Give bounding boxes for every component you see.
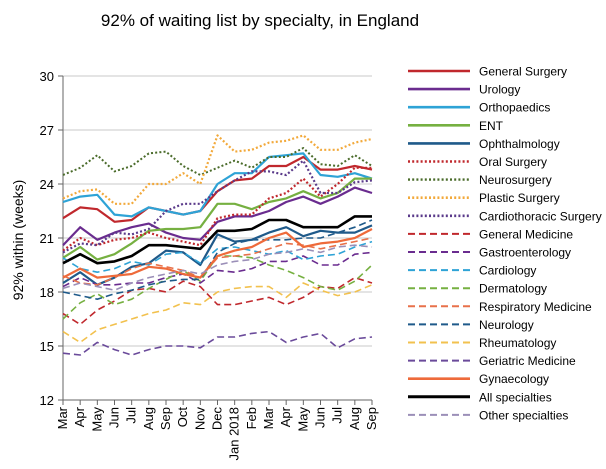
y-tick-label: 18: [40, 285, 54, 300]
x-tick-label: Jun: [313, 407, 328, 428]
legend-label: Respiratory Medicine: [479, 300, 592, 314]
x-tick-label: Mar: [261, 406, 276, 429]
series-line: [62, 244, 373, 292]
legend-label: Neurology: [479, 318, 534, 332]
x-tick-label: Jun: [107, 407, 122, 428]
legend-label: General Medicine: [479, 227, 573, 241]
y-tick-label: 30: [40, 69, 54, 84]
y-tick-label: 12: [40, 393, 54, 408]
legend-label: Dermatology: [479, 282, 547, 296]
legend-label: Oral Surgery: [479, 155, 547, 169]
legend-label: Plastic Surgery: [479, 191, 560, 205]
x-tick-label: Nov: [192, 407, 207, 431]
chart-title: 92% of waiting list by specialty, in Eng…: [101, 11, 419, 30]
series-line: [62, 152, 373, 218]
y-axis-label: 92% within (weeks): [10, 180, 26, 301]
x-tick-label: Jul: [330, 407, 345, 424]
series-lines: [62, 134, 373, 356]
series-line: [62, 177, 372, 261]
series-line: [62, 166, 372, 252]
x-tick-label: Aug: [141, 407, 156, 430]
y-tick-label: 15: [40, 339, 54, 354]
x-tick-label: Apr: [72, 406, 87, 427]
series-line: [62, 251, 373, 288]
x-tick-label: May: [295, 407, 310, 432]
legend-label: Orthopaedics: [479, 101, 550, 115]
series-line: [62, 282, 373, 344]
x-tick-label: Sep: [158, 407, 173, 430]
legend-label: Neurosurgery: [479, 173, 552, 187]
x-axis: Mar Apr May Jun Jul Aug Sep Oct Nov Dec Jan 2018 Fe…: [55, 400, 379, 461]
series-line: [62, 330, 373, 356]
y-tick-label: 27: [40, 123, 54, 138]
x-tick-label: Aug: [347, 407, 362, 430]
legend-label: Gynaecology: [479, 372, 549, 386]
legend-label: ENT: [479, 119, 504, 133]
series-line: [62, 219, 373, 301]
series-line: [62, 228, 373, 279]
legend: General Surgery Urology Orthopaedics ENT Oph…: [408, 65, 602, 422]
legend-label: All specialties: [479, 390, 552, 404]
x-tick-label: Sep: [364, 407, 379, 430]
legend-label: Ophthalmology: [479, 137, 560, 151]
y-tick-label: 24: [40, 177, 54, 192]
series-line: [62, 240, 373, 274]
legend-label: Gastroenterology: [479, 246, 571, 260]
legend-label: Cardiology: [479, 264, 536, 278]
y-axis: 12 15 18 21 24 27 30: [40, 69, 63, 408]
series-line: [62, 215, 372, 265]
plot-area: [62, 76, 372, 401]
x-tick-label: Apr: [278, 406, 293, 427]
series-line: [62, 224, 373, 286]
x-tick-label: Feb: [244, 407, 259, 429]
legend-label: Geriatric Medicine: [479, 354, 576, 368]
series-line: [62, 159, 373, 254]
x-tick-label: Oct: [175, 407, 190, 428]
x-tick-label: Mar: [55, 406, 70, 429]
x-tick-label: Dec: [210, 407, 225, 431]
legend-label: Rheumatology: [479, 336, 556, 350]
series-line: [62, 155, 373, 223]
y-tick-label: 21: [40, 231, 54, 246]
x-tick-label: Jan 2018: [227, 407, 242, 461]
x-tick-label: Jul: [124, 407, 139, 424]
legend-label: Urology: [479, 83, 520, 97]
legend-label: Other specialties: [479, 408, 568, 422]
grid: [63, 75, 372, 347]
legend-label: Cardiothoracic Surgery: [479, 209, 602, 223]
series-line: [62, 237, 373, 286]
series-line: [62, 147, 373, 176]
x-tick-label: May: [89, 407, 104, 432]
series-line: [62, 186, 373, 246]
legend-label: General Surgery: [479, 65, 567, 79]
series-line: [62, 134, 373, 205]
